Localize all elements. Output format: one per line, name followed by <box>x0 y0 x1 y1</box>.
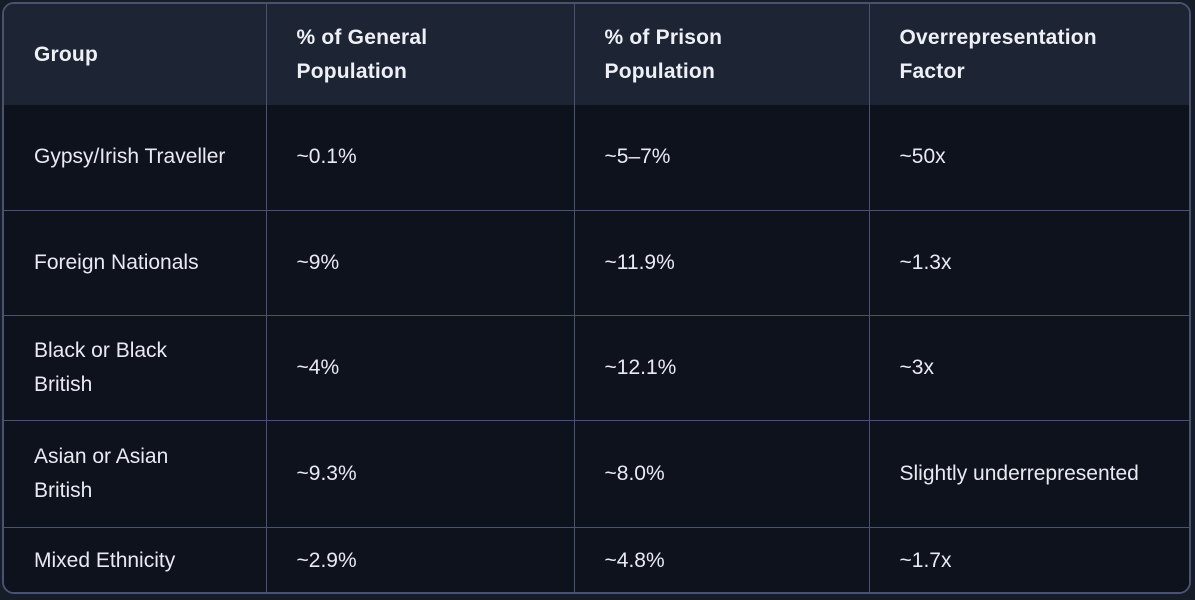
cell-overrepresentation: Slightly underrepresented <box>868 419 1189 528</box>
overrepresentation-table: Group % of General Population % of Priso… <box>4 4 1189 592</box>
header-cell-group: Group <box>4 4 267 105</box>
header-cell-prison-population: % of Prison Population <box>573 4 870 105</box>
cell-general-population: ~9.3% <box>265 419 575 528</box>
cell-group: Gypsy/Irish Traveller <box>4 105 267 211</box>
table-row: Asian or Asian British ~9.3% ~8.0% Sligh… <box>4 419 1189 528</box>
cell-prison-population: ~5–7% <box>573 105 870 211</box>
cell-prison-population: ~12.1% <box>573 314 870 421</box>
table-row: Black or Black British ~4% ~12.1% ~3x <box>4 314 1189 421</box>
cell-group: Asian or Asian British <box>4 419 267 528</box>
table-row: Foreign Nationals ~9% ~11.9% ~1.3x <box>4 209 1189 316</box>
cell-overrepresentation: ~50x <box>868 105 1189 211</box>
cell-general-population: ~2.9% <box>265 526 575 592</box>
cell-general-population: ~0.1% <box>265 105 575 211</box>
cell-prison-population: ~4.8% <box>573 526 870 592</box>
cell-overrepresentation: ~1.3x <box>868 209 1189 316</box>
table-header-row: Group % of General Population % of Priso… <box>4 4 1189 105</box>
header-cell-overrepresentation-factor: Overrepresentation Factor <box>868 4 1189 105</box>
cell-group: Mixed Ethnicity <box>4 526 267 592</box>
cell-overrepresentation: ~1.7x <box>868 526 1189 592</box>
table-row: Mixed Ethnicity ~2.9% ~4.8% ~1.7x <box>4 526 1189 592</box>
cell-general-population: ~9% <box>265 209 575 316</box>
cell-prison-population: ~8.0% <box>573 419 870 528</box>
cell-group: Foreign Nationals <box>4 209 267 316</box>
cell-group: Black or Black British <box>4 314 267 421</box>
cell-general-population: ~4% <box>265 314 575 421</box>
cell-overrepresentation: ~3x <box>868 314 1189 421</box>
table-row: Gypsy/Irish Traveller ~0.1% ~5–7% ~50x <box>4 105 1189 211</box>
header-cell-general-population: % of General Population <box>265 4 575 105</box>
cell-prison-population: ~11.9% <box>573 209 870 316</box>
